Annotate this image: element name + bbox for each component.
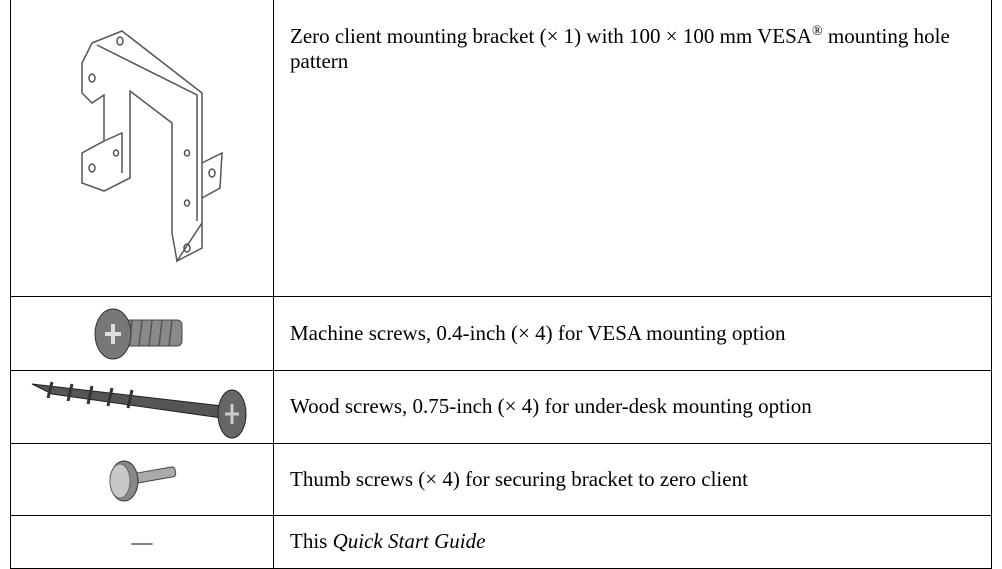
description: Zero client mounting bracket (× 1) with …	[290, 24, 812, 48]
description: This	[290, 529, 333, 554]
icon-cell: —	[10, 515, 274, 569]
icon-cell	[10, 0, 274, 297]
table-row: Zero client mounting bracket (× 1) with …	[10, 0, 992, 297]
description-cell: Zero client mounting bracket (× 1) with …	[273, 0, 992, 297]
description: mounting hole pattern	[290, 24, 950, 74]
table-row: Machine screws, 0.4-inch (× 4) for VESA …	[10, 296, 992, 371]
table-row: Wood screws, 0.75-inch (× 4) for under-d…	[10, 370, 992, 444]
guide-title: Quick Start Guide	[332, 529, 486, 554]
bracket-image	[81, 30, 223, 263]
description-cell: Wood screws, 0.75-inch (× 4) for under-d…	[273, 370, 992, 444]
icon-cell	[10, 296, 274, 371]
table-row: Thumb screws (× 4) for securing bracket …	[10, 443, 992, 516]
table-row: — This Quick Start Guide	[10, 515, 992, 569]
contents-table: Zero client mounting bracket (× 1) with …	[10, 0, 992, 569]
machine-screw-image	[94, 308, 183, 359]
page: Zero client mounting bracket (× 1) with …	[10, 0, 992, 569]
description-cell: Machine screws, 0.4-inch (× 4) for VESA …	[273, 296, 992, 371]
icon-cell	[10, 443, 274, 516]
superscript: ®	[811, 24, 823, 39]
wood-screw-image	[31, 381, 247, 439]
icon-cell	[10, 370, 274, 444]
description-cell: This Quick Start Guide	[273, 515, 992, 569]
description-cell: Thumb screws (× 4) for securing bracket …	[273, 443, 992, 516]
thumb-screw-image	[109, 460, 177, 501]
